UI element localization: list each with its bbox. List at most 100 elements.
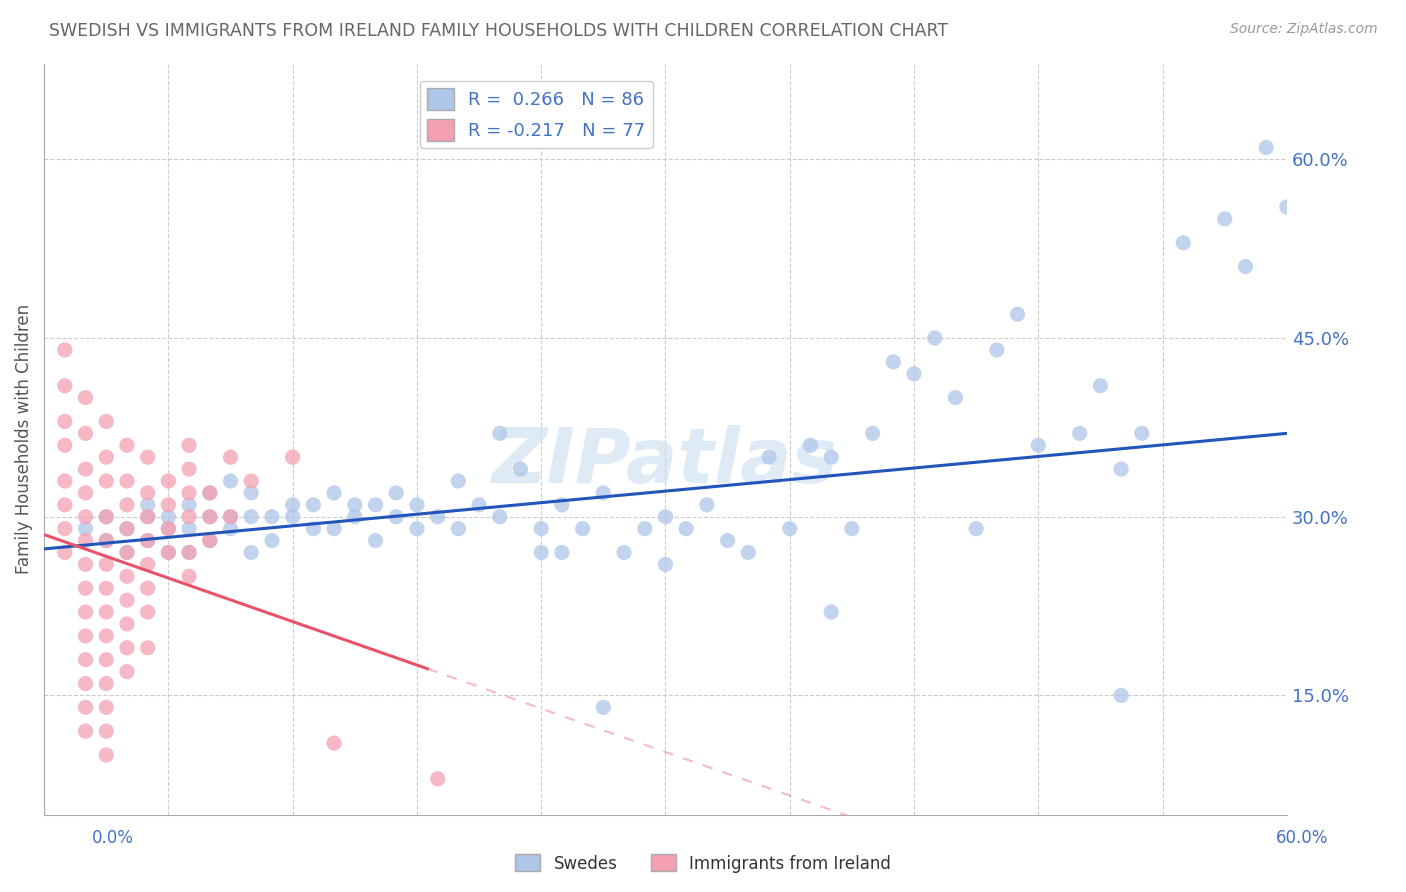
Point — [364, 498, 387, 512]
Point — [426, 772, 449, 786]
Point — [1090, 378, 1112, 392]
Point — [136, 581, 159, 595]
Point — [96, 653, 118, 667]
Point — [115, 498, 138, 512]
Point — [177, 486, 200, 500]
Point — [96, 533, 118, 548]
Point — [96, 509, 118, 524]
Point — [551, 498, 574, 512]
Point — [96, 581, 118, 595]
Y-axis label: Family Households with Children: Family Households with Children — [15, 304, 32, 574]
Point — [737, 545, 759, 559]
Point — [53, 498, 76, 512]
Point — [509, 462, 531, 476]
Point — [53, 522, 76, 536]
Point — [136, 533, 159, 548]
Point — [198, 486, 221, 500]
Point — [945, 391, 967, 405]
Point — [924, 331, 946, 345]
Point — [468, 498, 491, 512]
Point — [323, 522, 346, 536]
Point — [696, 498, 718, 512]
Point — [177, 522, 200, 536]
Point — [157, 545, 180, 559]
Point — [115, 474, 138, 488]
Point — [136, 605, 159, 619]
Point — [115, 522, 138, 536]
Point — [654, 558, 676, 572]
Point — [157, 545, 180, 559]
Point — [758, 450, 780, 465]
Point — [406, 498, 429, 512]
Point — [260, 533, 283, 548]
Point — [75, 509, 97, 524]
Point — [799, 438, 821, 452]
Point — [862, 426, 884, 441]
Point — [1109, 689, 1132, 703]
Point — [75, 581, 97, 595]
Point — [75, 462, 97, 476]
Point — [53, 474, 76, 488]
Point — [198, 509, 221, 524]
Point — [53, 378, 76, 392]
Point — [115, 545, 138, 559]
Point — [157, 498, 180, 512]
Point — [385, 486, 408, 500]
Point — [115, 522, 138, 536]
Point — [240, 474, 263, 488]
Point — [281, 498, 304, 512]
Point — [779, 522, 801, 536]
Point — [53, 414, 76, 428]
Point — [323, 736, 346, 750]
Point — [136, 509, 159, 524]
Point — [75, 653, 97, 667]
Point — [115, 640, 138, 655]
Point — [488, 426, 510, 441]
Point — [530, 522, 553, 536]
Point — [177, 462, 200, 476]
Point — [96, 558, 118, 572]
Point — [75, 558, 97, 572]
Point — [302, 498, 325, 512]
Point — [115, 438, 138, 452]
Point — [177, 438, 200, 452]
Point — [96, 414, 118, 428]
Point — [219, 522, 242, 536]
Point — [882, 355, 904, 369]
Point — [115, 545, 138, 559]
Point — [634, 522, 657, 536]
Point — [115, 593, 138, 607]
Point — [96, 676, 118, 690]
Point — [75, 700, 97, 714]
Point — [136, 558, 159, 572]
Point — [136, 498, 159, 512]
Point — [1130, 426, 1153, 441]
Point — [75, 391, 97, 405]
Point — [136, 640, 159, 655]
Point — [1275, 200, 1298, 214]
Point — [198, 509, 221, 524]
Point — [571, 522, 593, 536]
Point — [717, 533, 740, 548]
Point — [592, 486, 614, 500]
Point — [136, 486, 159, 500]
Point — [157, 522, 180, 536]
Point — [157, 509, 180, 524]
Point — [198, 533, 221, 548]
Point — [323, 486, 346, 500]
Point — [136, 533, 159, 548]
Point — [219, 509, 242, 524]
Point — [115, 569, 138, 583]
Point — [96, 605, 118, 619]
Point — [240, 509, 263, 524]
Point — [198, 486, 221, 500]
Point — [96, 533, 118, 548]
Point — [1213, 211, 1236, 226]
Text: ZIPatlas: ZIPatlas — [492, 425, 838, 499]
Text: 0.0%: 0.0% — [91, 829, 134, 847]
Point — [115, 617, 138, 632]
Point — [281, 450, 304, 465]
Point — [343, 498, 366, 512]
Point — [820, 450, 842, 465]
Point — [177, 509, 200, 524]
